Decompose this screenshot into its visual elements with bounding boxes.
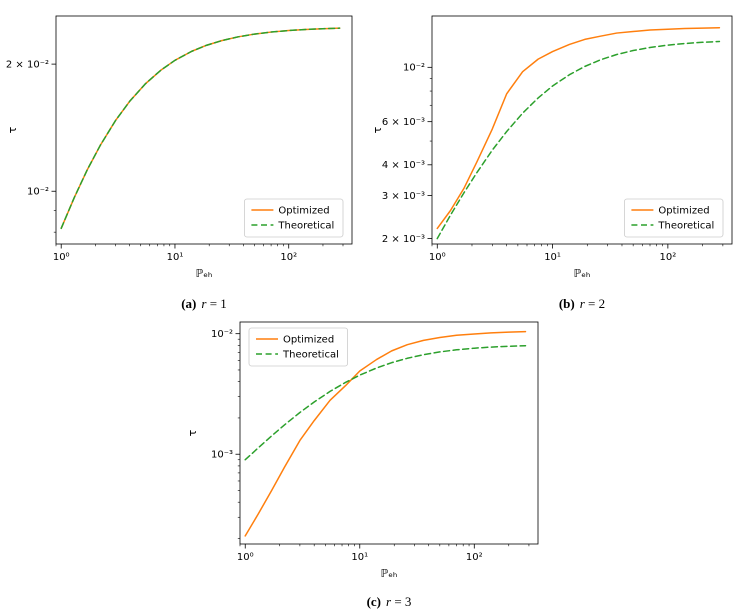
x-tick-label: 10²	[466, 552, 483, 563]
y-tick-label: 3 × 10⁻³	[382, 191, 425, 202]
x-tick-label: 10²	[659, 252, 676, 263]
caption-b-eq: = 2	[584, 296, 606, 311]
caption-b-var: r	[579, 296, 585, 311]
x-tick-label: 10⁰	[429, 252, 446, 263]
x-axis-label: ℙₑₕ	[196, 267, 213, 280]
figure-a: 10⁰ 10¹ 10² 10⁻² 2 × 10⁻² ℙₑₕ τ Optimized Theore…	[4, 6, 366, 312]
plot-frame	[431, 15, 733, 245]
series-optimized	[436, 27, 721, 230]
legend-box	[623, 198, 724, 238]
x-tick-label: 10¹	[167, 252, 184, 263]
plot-frame	[55, 15, 353, 245]
caption-a-var: r	[201, 296, 207, 311]
caption-a-eq: = 1	[206, 296, 227, 311]
y-tick-label: 10⁻²	[27, 187, 49, 198]
figure-c: 10⁰ 10¹ 10² 10⁻² 10⁻³ ℙₑₕ τ Optimized Theoretica…	[184, 314, 550, 610]
caption-c: (c) r = 3	[184, 594, 550, 610]
legend-label: Theoretical	[277, 220, 334, 231]
caption-a: (a) r = 1	[4, 296, 366, 312]
legend: Optimized Theoretical	[623, 198, 724, 238]
chart-c: 10⁰ 10¹ 10² 10⁻² 10⁻³ ℙₑₕ τ Optimized Theoretica…	[186, 321, 539, 580]
series-optimized	[244, 330, 527, 537]
plot-frame	[239, 321, 539, 545]
series-theoretical	[244, 345, 527, 461]
legend-label: Optimized	[283, 334, 334, 345]
caption-c-label: (c)	[366, 594, 382, 609]
legend-label: Optimized	[658, 205, 709, 216]
figure-b: 10⁰ 10¹ 10² 10⁻² 6 × 10⁻³ 4 × 10⁻³ 3 × 10⁻³ 2 ×…	[370, 6, 738, 312]
bottom-row: 10⁰ 10¹ 10² 10⁻² 10⁻³ ℙₑₕ τ Optimized Theoretica…	[0, 314, 738, 610]
x-axis-label: ℙₑₕ	[574, 267, 591, 280]
caption-b-label: (b)	[558, 296, 575, 311]
chart-b: 10⁰ 10¹ 10² 10⁻² 6 × 10⁻³ 4 × 10⁻³ 3 × 10⁻³ 2 ×…	[371, 15, 733, 280]
y-tick-label: 10⁻²	[403, 63, 425, 74]
y-axis-label: τ	[6, 126, 19, 133]
x-tick-label: 10⁰	[53, 252, 70, 263]
x-tick-label: 10²	[280, 252, 297, 263]
legend: Optimized Theoretical	[243, 198, 344, 238]
y-tick-label: 10⁻²	[211, 329, 233, 340]
series-theoretical	[436, 40, 721, 240]
x-tick-label: 10¹	[544, 252, 561, 263]
y-tick-label: 2 × 10⁻³	[382, 234, 425, 245]
caption-c-var: r	[386, 594, 392, 609]
series-optimized	[60, 27, 341, 230]
x-tick-label: 10¹	[351, 552, 368, 563]
caption-c-eq: = 3	[391, 594, 412, 609]
y-tick-label: 4 × 10⁻³	[382, 160, 425, 171]
legend-box	[243, 198, 344, 238]
y-tick-label: 6 × 10⁻³	[382, 117, 425, 128]
series-theoretical	[60, 27, 341, 230]
chart-a: 10⁰ 10¹ 10² 10⁻² 2 × 10⁻² ℙₑₕ τ Optimized Theore…	[6, 15, 353, 280]
legend-label: Theoretical	[657, 220, 714, 231]
y-axis-label: τ	[186, 429, 199, 436]
caption-b: (b) r = 2	[370, 296, 738, 312]
y-tick-label: 2 × 10⁻²	[6, 60, 49, 71]
legend-label: Optimized	[278, 205, 329, 216]
legend: Optimized Theoretical	[248, 327, 348, 367]
legend-label: Theoretical	[282, 349, 339, 360]
top-row: 10⁰ 10¹ 10² 10⁻² 2 × 10⁻² ℙₑₕ τ Optimized Theore…	[4, 6, 738, 312]
x-tick-label: 10⁰	[237, 552, 254, 563]
x-axis-label: ℙₑₕ	[381, 567, 398, 580]
caption-a-label: (a)	[181, 296, 197, 311]
y-tick-label: 10⁻³	[211, 450, 233, 461]
y-axis-label: τ	[371, 126, 384, 133]
legend-box	[248, 327, 348, 367]
